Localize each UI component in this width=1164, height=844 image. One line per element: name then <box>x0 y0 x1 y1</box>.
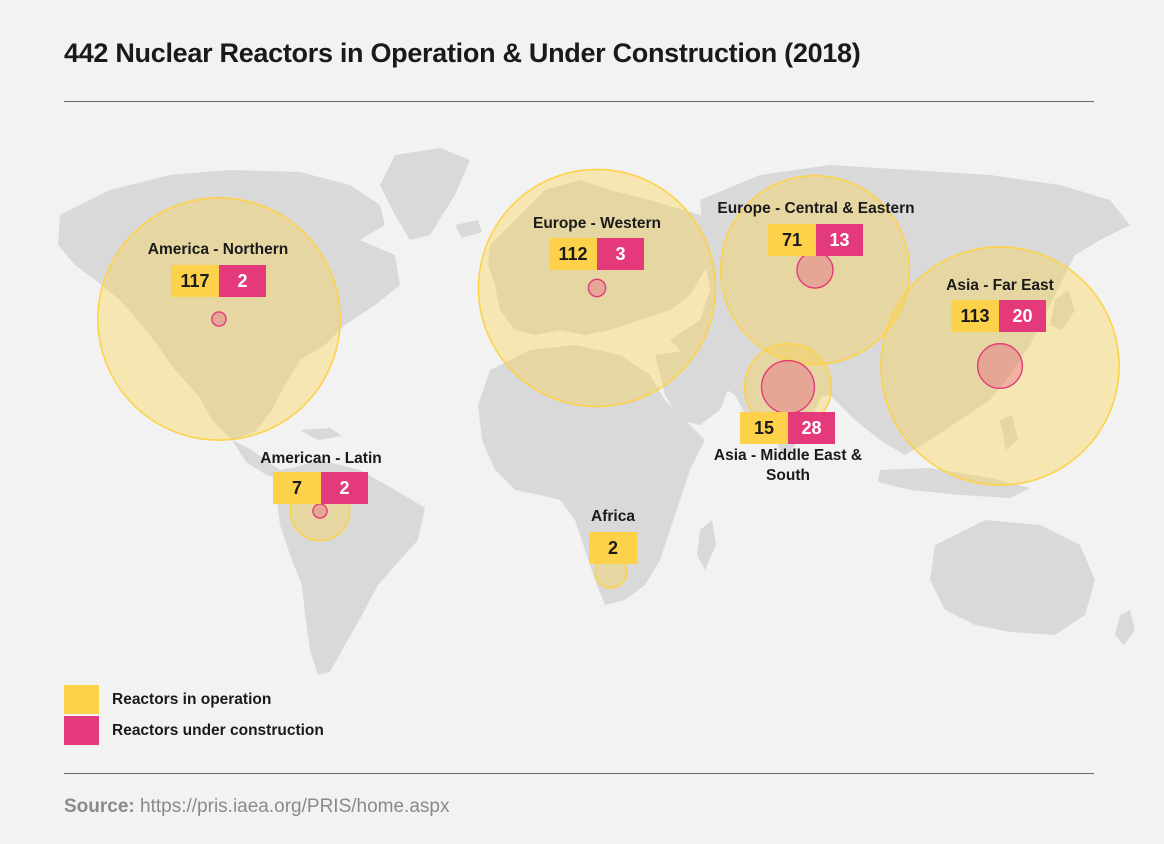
region-label-africa: Africa <box>591 508 635 525</box>
philippines-shape <box>1000 415 1018 450</box>
operation-count-asia_middle_east_south: 15 <box>740 412 788 444</box>
construction-count-american_latin: 2 <box>321 472 368 504</box>
source-label: Source: <box>64 796 135 817</box>
source-line: Source: https://pris.iaea.org/PRIS/home.… <box>64 796 449 818</box>
count-badge-asia_middle_east_south: 15 28 <box>740 412 835 444</box>
count-badge-asia_far_east: 113 20 <box>951 300 1046 332</box>
region-label-asia_far_east: Asia - Far East <box>946 277 1054 294</box>
operation-count-europe_central_eastern: 71 <box>768 224 816 256</box>
region-label-europe_central_eastern: Europe - Central & Eastern <box>717 200 915 217</box>
legend-label-operation: Reactors in operation <box>112 690 272 708</box>
operation-circle-america_northern <box>97 197 341 441</box>
region-label-america_northern: America - Northern <box>147 241 289 258</box>
construction-circle-asia_far_east <box>976 342 1024 390</box>
legend-swatch-operation <box>64 685 99 714</box>
count-badge-america_northern: 117 2 <box>171 265 266 297</box>
legend-item-operation: Reactors in operation <box>64 684 324 715</box>
count-badge-africa: 2 <box>589 532 637 564</box>
count-badge-europe_western: 112 3 <box>549 238 644 270</box>
construction-count-asia_middle_east_south: 28 <box>788 412 835 444</box>
operation-circle-europe_central_eastern <box>719 174 911 366</box>
legend-item-construction: Reactors under construction <box>64 715 324 746</box>
north-america-shape <box>58 170 400 440</box>
japan-shape <box>1050 290 1075 330</box>
bottom-divider <box>64 773 1094 774</box>
page-title: 442 Nuclear Reactors in Operation & Unde… <box>64 38 861 68</box>
region-label-asia_middle_east_south: Asia - Middle East & South <box>713 447 863 484</box>
construction-circle-asia_middle_east_south <box>760 359 816 415</box>
indonesia-shape <box>878 468 1030 498</box>
source-url[interactable]: https://pris.iaea.org/PRIS/home.aspx <box>140 796 450 817</box>
region-label-europe_western: Europe - Western <box>532 215 662 232</box>
operation-circle-asia_middle_east_south <box>743 342 833 432</box>
legend-label-construction: Reactors under construction <box>112 721 324 739</box>
construction-circle-american_latin <box>312 503 328 519</box>
australia-shape <box>930 520 1095 635</box>
construction-circle-europe_central_eastern <box>796 251 834 289</box>
top-divider <box>64 101 1094 102</box>
iceland-shape <box>455 220 482 238</box>
new-zealand-shape <box>1115 610 1135 645</box>
operation-count-africa: 2 <box>589 532 637 564</box>
construction-count-europe_western: 3 <box>597 238 644 270</box>
count-badge-europe_central_eastern: 71 13 <box>768 224 863 256</box>
greenland-shape <box>380 148 470 240</box>
africa-shape <box>478 345 705 605</box>
operation-circle-europe_western <box>477 168 717 408</box>
construction-count-europe_central_eastern: 13 <box>816 224 863 256</box>
arabia-shape <box>655 350 730 425</box>
madagascar-shape <box>697 520 716 570</box>
uk-shape <box>506 250 528 285</box>
construction-count-america_northern: 2 <box>219 265 266 297</box>
caribbean-shape <box>300 428 342 440</box>
construction-circle-america_northern <box>211 311 227 327</box>
construction-count-asia_far_east: 20 <box>999 300 1046 332</box>
operation-count-america_northern: 117 <box>171 265 219 297</box>
operation-count-american_latin: 7 <box>273 472 321 504</box>
legend-swatch-construction <box>64 716 99 745</box>
central-america-shape <box>232 440 296 482</box>
operation-circle-asia_far_east <box>880 246 1120 486</box>
operation-count-europe_western: 112 <box>549 238 597 270</box>
construction-circle-europe_western <box>587 278 607 298</box>
region-label-american_latin: American - Latin <box>260 450 382 467</box>
operation-count-asia_far_east: 113 <box>951 300 999 332</box>
world-map <box>58 148 1135 675</box>
legend: Reactors in operation Reactors under con… <box>64 684 324 746</box>
